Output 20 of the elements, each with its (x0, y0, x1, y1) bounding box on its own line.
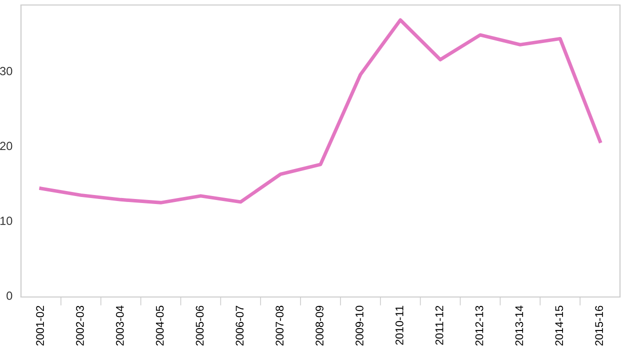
x-tick-label: 2014-15 (555, 306, 564, 346)
x-tick-label: 2015-16 (595, 306, 604, 346)
x-tick-label: 2005-06 (196, 306, 204, 346)
y-tick-label: 0 (6, 292, 12, 300)
x-tick-label: 2013-14 (515, 306, 524, 346)
y-tick-label: 10 (0, 216, 12, 226)
x-tick-label: 2004-05 (156, 306, 164, 346)
x-tick-label: 2003-04 (116, 306, 124, 346)
x-tick-label: 2012-13 (475, 306, 484, 346)
x-tick-label: 2002-03 (76, 306, 84, 346)
x-tick-label: 2009-10 (356, 306, 364, 346)
y-tick-label: 20 (0, 142, 12, 150)
x-tick-label: 2008-09 (316, 306, 324, 346)
x-tick-label: 2006-07 (236, 306, 244, 346)
x-tick-label: 2010-11 (395, 306, 404, 345)
line-series (39, 18, 602, 204)
x-tick-label: 2007-08 (276, 306, 284, 346)
x-tick-label: 2011-12 (435, 306, 444, 345)
y-tick-label: 30 (0, 66, 12, 76)
x-tick-label: 2001-02 (36, 306, 44, 346)
